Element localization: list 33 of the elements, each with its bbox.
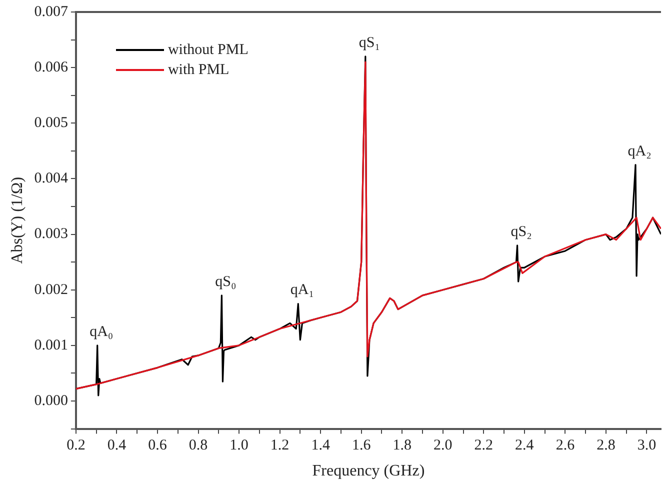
legend-label: with PML — [168, 62, 230, 78]
x-tick-label: 0.4 — [107, 438, 127, 454]
y-tick-label: 0.005 — [34, 115, 68, 132]
x-tick-label: 1.8 — [392, 438, 412, 454]
annotation: qS₂ — [510, 224, 532, 240]
y-tick-label: 0.004 — [34, 170, 68, 187]
x-tick-label: 1.6 — [352, 438, 372, 454]
y-tick-label: 0.006 — [34, 60, 68, 76]
annotation: qA₀ — [90, 324, 114, 340]
x-tick-label: 0.2 — [66, 438, 86, 454]
annotation: qS₀ — [215, 274, 236, 290]
x-tick-label: 2.8 — [596, 438, 616, 454]
y-axis-title: Abs(Y) (1/Ω) — [8, 176, 26, 264]
x-tick-label: 1.0 — [230, 438, 248, 454]
y-tick-label: 0.001 — [34, 337, 68, 354]
x-tick-label: 0.6 — [148, 438, 168, 454]
annotation: qA₁ — [290, 282, 314, 298]
annotation: qA₂ — [628, 143, 652, 160]
x-tick-label: 1.4 — [311, 438, 330, 454]
y-tick-label: 0.002 — [34, 282, 68, 298]
annotation: qS₁ — [358, 34, 380, 51]
x-tick-label: 2.2 — [474, 438, 494, 454]
y-tick-label: 0.007 — [34, 4, 68, 20]
x-tick-label: 0.8 — [188, 438, 208, 454]
x-axis-title: Frequency (GHz) — [312, 462, 425, 480]
y-tick-label: 0.003 — [34, 226, 68, 242]
x-tick-label: 2.6 — [556, 438, 576, 454]
legend-label: without PML — [168, 42, 248, 58]
x-tick-label: 1.2 — [270, 438, 290, 454]
y-tick-label: 0.000 — [34, 392, 68, 409]
x-tick-label: 2.4 — [515, 438, 534, 454]
x-tick-label: 2.0 — [434, 438, 452, 454]
x-tick-label: 3.0 — [637, 438, 656, 454]
